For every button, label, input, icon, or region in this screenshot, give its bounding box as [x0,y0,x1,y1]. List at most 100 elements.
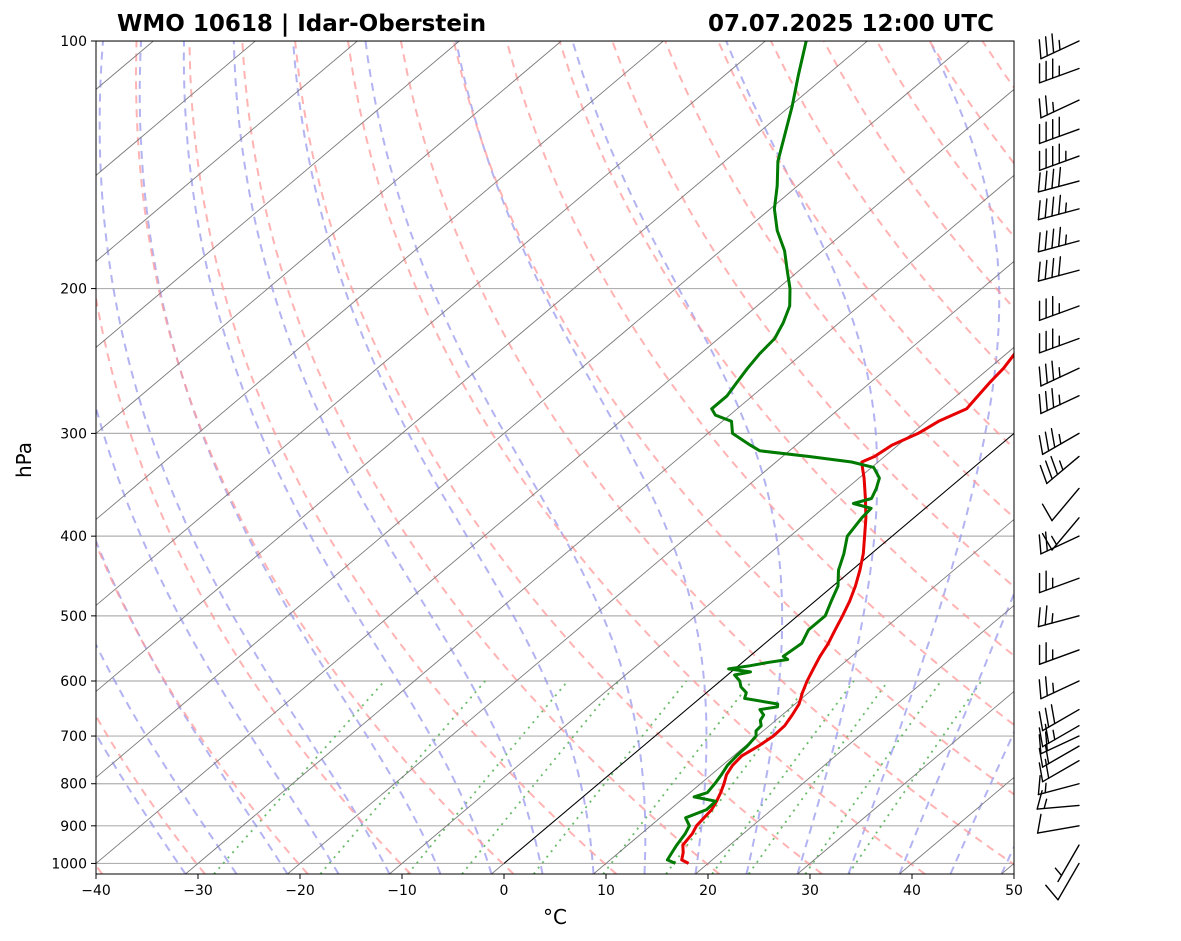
dry-adiabat-line [1088,41,1181,874]
dry-adiabat-line [1141,41,1181,874]
wind-barb [1038,116,1080,145]
dry-adiabat-line [875,41,1014,238]
isotherm-line [96,41,664,521]
wind-barb [1038,758,1080,783]
wind-barb [1038,427,1080,456]
dry-adiabat-line [347,41,926,874]
x-axis: −40 −30 −20 −10 0 10 20 30 40 50 [81,874,1023,899]
chart-title-left: WMO 10618 | Idar-Oberstein [117,11,486,37]
mixing-ratio-line [747,680,889,874]
moist-adiabat-line [96,404,340,874]
isotherm-line [96,41,460,348]
x-tick-label: 10 [597,883,615,899]
isotherm-line [96,41,358,262]
x-tick-label: 0 [500,883,509,899]
wind-barb [1038,360,1080,387]
x-tick-label: 50 [1005,883,1023,899]
plot-area [96,41,1181,874]
isotherm-line [287,260,1014,874]
mixing-ratio-line [461,680,620,874]
dry-adiabat-line [96,714,206,874]
x-tick-label: −10 [387,883,417,899]
dry-adiabat-line [505,41,1014,727]
mixing-ratio-line [319,680,486,874]
moist-adiabat-line [232,41,544,874]
wind-barb [1038,33,1080,60]
wind-barbs [1036,33,1080,901]
moist-adiabat-line [847,41,1001,874]
y-axis-label: hPa [12,442,36,478]
wind-barb [1038,731,1080,755]
x-tick-label: 20 [699,883,717,899]
wind-barb [1038,723,1080,748]
wind-barb [1038,58,1080,84]
moist-adiabat-line [1000,844,1014,874]
y-tick-label: 100 [60,34,87,50]
moist-adiabat-line [96,642,238,874]
isotherm-line [96,41,970,779]
wind-barb [1054,844,1080,883]
moist-adiabat-line [98,41,391,874]
dewpoint-profile-line [665,41,881,865]
y-tick-label: 800 [60,777,87,793]
zero-degree-reference-line [503,433,1014,864]
y-tick-label: 1000 [51,856,87,872]
moist-adiabats [96,41,1014,874]
wind-barb [1038,676,1080,700]
isotherm-line [96,88,1014,865]
x-tick-label: 40 [903,883,921,899]
dry-adiabat-line [1035,41,1181,874]
y-axis: 100 200 300 400 500 600 700 800 900 1000 [51,34,96,872]
moist-adiabat-line [292,41,595,874]
isotherm-line [695,604,1014,874]
wind-barb [1045,862,1080,901]
wind-barb [1039,455,1080,485]
isotherm-line [1001,862,1014,874]
reference-line [503,433,1014,864]
mixing-ratio-line [532,680,688,874]
isotherm-line [593,518,1014,874]
isotherm-line [797,690,1014,874]
moist-adiabat-line [364,41,647,874]
mixing-ratio-line [602,680,753,874]
moist-adiabat-line [725,41,879,874]
dry-adiabat-line [96,541,309,874]
mixing-ratio-line [213,680,386,874]
isotherm-line [185,174,1014,874]
moist-adiabat-line [455,41,708,874]
wind-barb [1038,642,1080,665]
temperature-profile-line [680,352,1014,865]
dry-adiabat-line [928,41,1014,165]
wind-barb [1037,226,1080,253]
wind-barb [1037,605,1080,628]
isotherm-line [389,346,1014,874]
plot-frame [95,40,1015,875]
moist-adiabat-line [96,732,187,874]
y-tick-label: 400 [60,529,87,545]
wind-barb [1037,194,1080,221]
moist-adiabat-line [182,41,493,874]
y-tick-label: 600 [60,674,87,690]
wind-barb [1038,387,1080,415]
mixing-ratio-lines [213,680,983,874]
isotherm-line [96,41,766,607]
dry-adiabat-line [981,41,1014,90]
moist-adiabat-line [949,730,1014,874]
wind-barb [1038,570,1080,594]
isotherm-line [96,41,562,434]
wind-barb [1038,531,1080,555]
wind-barb [1038,328,1080,354]
dry-adiabat-line [717,41,1014,450]
x-tick-label: 30 [801,883,819,899]
x-tick-label: −30 [183,883,213,899]
wind-barb [1041,487,1080,522]
chart-title-right: 07.07.2025 12:00 UTC [708,11,994,37]
pressure-gridlines [96,41,1014,865]
dry-adiabat-line [399,41,1014,866]
y-tick-label: 700 [60,729,87,745]
moist-adiabat-line [96,538,289,874]
dry-adiabat-line [134,41,515,874]
dry-adiabat-line [452,41,1014,796]
x-axis-label: °C [543,905,567,929]
